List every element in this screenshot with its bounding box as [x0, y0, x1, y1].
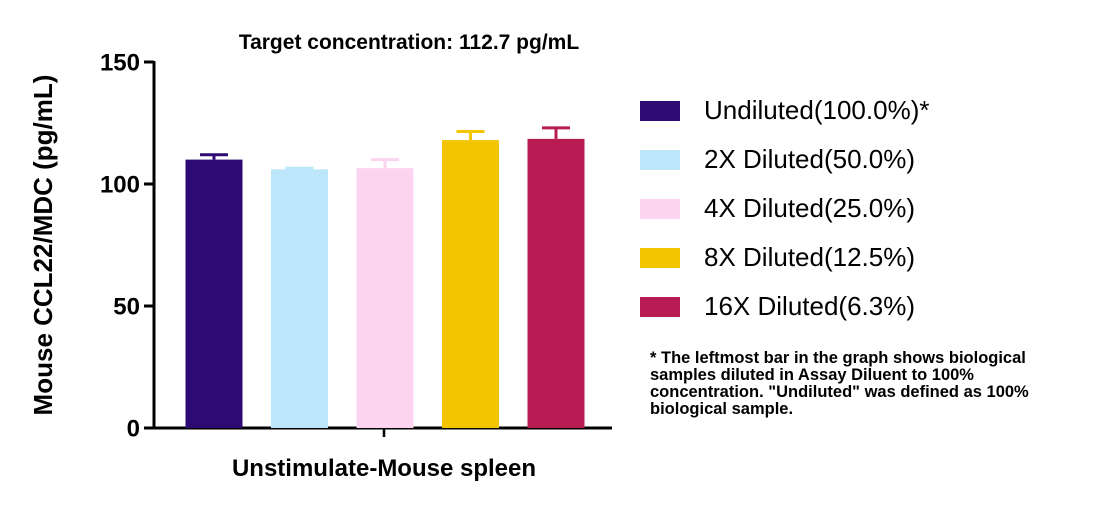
legend-swatch	[640, 149, 680, 170]
bar	[185, 159, 243, 428]
y-axis-label: Mouse CCL22/MDC (pg/mL)	[28, 75, 58, 416]
y-tick-label: 150	[100, 50, 140, 77]
legend-item: Undiluted(100.0%)*	[640, 86, 929, 135]
footnote: * The leftmost bar in the graph shows bi…	[650, 349, 1029, 418]
y-tick-label: 50	[113, 294, 140, 321]
bar-group	[271, 166, 328, 429]
legend-swatch	[640, 198, 680, 219]
bar	[442, 140, 499, 428]
legend-swatch	[640, 296, 680, 317]
legend-label: 4X Diluted(25.0%)	[704, 193, 915, 223]
legend-swatch	[640, 100, 680, 121]
legend-item: 4X Diluted(25.0%)	[640, 184, 929, 233]
legend-label: 8X Diluted(12.5%)	[704, 242, 915, 272]
bar-group	[185, 153, 243, 428]
y-tick-label: 0	[127, 416, 140, 443]
bar-group	[527, 126, 585, 429]
y-tick-label: 100	[100, 172, 140, 199]
bar-group	[442, 130, 499, 428]
chart-title: Target concentration: 112.7 pg/mL	[239, 31, 580, 54]
legend-item: 2X Diluted(50.0%)	[640, 135, 929, 184]
legend-label: 2X Diluted(50.0%)	[704, 144, 915, 174]
legend-swatch	[640, 247, 680, 268]
legend-label: 16X Diluted(6.3%)	[704, 291, 915, 321]
bar	[356, 168, 414, 428]
bar	[527, 138, 585, 429]
legend-item: 8X Diluted(12.5%)	[640, 233, 929, 282]
legend-label: Undiluted(100.0%)*	[704, 95, 930, 125]
legend-item: 16X Diluted(6.3%)	[640, 282, 929, 331]
legend: Undiluted(100.0%)* 2X Diluted(50.0%) 4X Di…	[640, 86, 929, 331]
bar	[271, 169, 328, 429]
bars	[185, 126, 585, 429]
x-axis-label: Unstimulate-Mouse spleen	[232, 455, 536, 482]
bar-group	[356, 158, 414, 428]
